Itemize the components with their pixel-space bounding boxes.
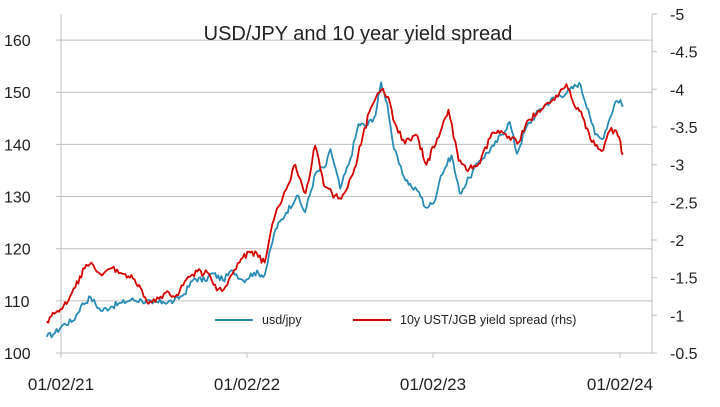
legend-label-yield-spread: 10y UST/JGB yield spread (rhs)	[400, 313, 576, 327]
left-tick-label: 130	[4, 190, 31, 207]
x-tick-label: 01/02/23	[400, 375, 466, 394]
right-tick-label: -2	[670, 233, 684, 250]
legend-label-usd-jpy: usd/jpy	[262, 313, 302, 327]
left-tick-label: 120	[4, 242, 31, 259]
right-tick-label: -3	[670, 158, 684, 175]
left-tick-label: 110	[4, 294, 30, 311]
x-tick-label: 01/02/22	[214, 375, 280, 394]
left-tick-label: 150	[4, 85, 31, 102]
left-tick-label: 100	[4, 346, 31, 363]
chart-title: USD/JPY and 10 year yield spread	[204, 23, 513, 45]
right-tick-label: -1	[670, 308, 684, 325]
right-tick-label: -1.5	[670, 271, 698, 288]
axes	[60, 14, 653, 354]
right-axis-ticks: -0.5 -1 -1.5 -2 -2.5 -3 -3.5 -4 -4.5 -5	[652, 7, 698, 363]
left-tick-label: 160	[4, 33, 31, 50]
series-line-yield-spread	[46, 83, 624, 324]
series-line-usd-jpy	[45, 81, 624, 339]
right-tick-label: -3.5	[670, 120, 698, 137]
right-tick-label: -4.5	[670, 45, 698, 62]
right-tick-label: -4	[670, 82, 684, 99]
x-tick-label: 01/02/24	[587, 375, 653, 394]
left-tick-label: 140	[4, 137, 31, 154]
x-axis-ticks: 01/02/21 01/02/22 01/02/23 01/02/24	[28, 353, 653, 394]
legend: usd/jpy 10y UST/JGB yield spread (rhs)	[215, 313, 576, 327]
right-tick-label: -2.5	[670, 195, 698, 212]
right-tick-label: -0.5	[670, 346, 698, 363]
gridlines	[61, 39, 652, 302]
x-tick-label: 01/02/21	[28, 375, 94, 394]
left-axis-ticks: 100 110 120 130 140 150 160	[4, 33, 61, 363]
series-lines	[45, 81, 624, 339]
right-tick-label: -5	[670, 7, 684, 24]
